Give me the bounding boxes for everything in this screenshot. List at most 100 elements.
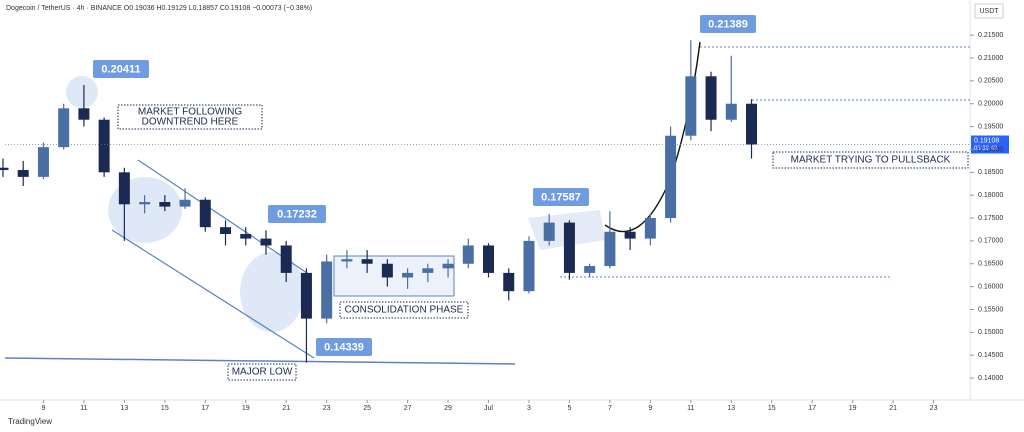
x-tick-label: 11 xyxy=(687,405,694,412)
candle-body xyxy=(280,245,292,273)
note-text: MAJOR LOW xyxy=(232,367,293,378)
candle-body xyxy=(563,222,575,273)
candle-body xyxy=(644,218,656,239)
candle-body xyxy=(139,202,151,205)
y-tick-label: 0.16000 xyxy=(978,283,1003,290)
y-tick-label: 0.15500 xyxy=(978,306,1003,313)
note-text: MARKET FOLLOWING xyxy=(138,107,242,118)
y-tick-label: 0.17000 xyxy=(978,238,1003,245)
candle-body xyxy=(705,76,717,120)
candle-body xyxy=(665,135,677,219)
x-tick-label: 3 xyxy=(527,405,531,412)
x-tick-label: 9 xyxy=(648,405,652,412)
x-tick-label: 23 xyxy=(930,405,938,412)
candle-body xyxy=(159,202,171,207)
y-tick-label: 0.15000 xyxy=(978,329,1003,336)
candle-body xyxy=(402,272,414,278)
candle-body xyxy=(321,261,333,319)
y-tick-label: 0.18000 xyxy=(978,192,1003,199)
countdown: 03:39:49 xyxy=(974,146,998,152)
x-tick-label: 13 xyxy=(727,405,735,412)
callout-label: 0.14339 xyxy=(324,341,364,353)
candle-body xyxy=(179,199,191,207)
y-tick-label: 0.19000 xyxy=(978,146,1003,153)
x-tick-label: 15 xyxy=(161,405,169,412)
candle-body xyxy=(199,199,211,228)
channel-line xyxy=(111,229,315,359)
x-tick-label: 23 xyxy=(323,405,331,412)
range-box xyxy=(333,255,455,297)
x-tick-label: 7 xyxy=(608,405,612,412)
note-text: CONSOLIDATION PHASE xyxy=(345,305,464,316)
candle-body xyxy=(341,259,353,262)
candle-body xyxy=(604,231,616,267)
x-tick-label: 15 xyxy=(768,405,776,412)
x-tick-label: 17 xyxy=(201,405,209,412)
callout-label: 0.17587 xyxy=(541,191,581,203)
y-tick-label: 0.16500 xyxy=(978,261,1003,268)
callout-box xyxy=(268,205,326,223)
y-tick-label: 0.14500 xyxy=(978,352,1003,359)
highlight xyxy=(66,76,98,108)
candle-body xyxy=(543,222,555,241)
note-box xyxy=(117,104,263,130)
candle-body xyxy=(685,76,697,136)
candle-body xyxy=(624,231,636,239)
candle-body xyxy=(118,172,130,205)
currency: USDT xyxy=(979,8,999,15)
x-tick-label: 21 xyxy=(889,405,897,412)
note-box xyxy=(339,301,469,319)
candle-body xyxy=(220,227,232,235)
x-tick-label: 29 xyxy=(444,405,452,412)
candle-body xyxy=(483,245,495,273)
candle-body xyxy=(0,167,9,171)
x-tick-label: 19 xyxy=(242,405,250,412)
candle-body xyxy=(98,119,110,173)
candle-body xyxy=(584,266,596,273)
callout-label: 0.17232 xyxy=(277,208,317,220)
note-box xyxy=(227,363,297,381)
candle-body xyxy=(381,263,393,278)
candle-body xyxy=(240,234,252,239)
candle-body xyxy=(361,259,373,264)
x-tick-label: 11 xyxy=(80,405,87,412)
x-tick-label: 21 xyxy=(282,405,290,412)
currency-box xyxy=(974,3,1004,19)
candle-body xyxy=(300,272,312,319)
callout-label: 0.20411 xyxy=(101,63,140,75)
candle-body xyxy=(260,238,272,246)
candle-body xyxy=(422,268,434,273)
header: Dogecoin / TetherUS · 4h · BINANCE O0.19… xyxy=(6,5,312,12)
y-tick-label: 0.20500 xyxy=(978,78,1003,85)
x-tick-label: 19 xyxy=(849,405,857,412)
x-tick-label: 17 xyxy=(808,405,816,412)
y-tick-label: 0.19500 xyxy=(978,123,1003,130)
candle-body xyxy=(503,272,515,292)
candle-body xyxy=(746,103,758,145)
callout-box xyxy=(533,188,589,206)
x-tick-label: 25 xyxy=(363,405,371,412)
y-tick-label: 0.21000 xyxy=(978,55,1003,62)
x-tick-label: 5 xyxy=(567,405,571,412)
callout-label: 0.21389 xyxy=(708,18,748,30)
y-tick-label: 0.17500 xyxy=(978,215,1003,222)
callout-box xyxy=(700,15,756,33)
y-tick-label: 0.14000 xyxy=(978,375,1003,382)
note-box xyxy=(772,151,969,169)
candle-body xyxy=(78,108,90,120)
last-price-tag xyxy=(971,135,1009,154)
candle-body xyxy=(58,108,70,148)
x-tick-label: Jul xyxy=(484,405,493,412)
y-tick-label: 0.21500 xyxy=(978,32,1003,39)
note-text: DOWNTREND HERE xyxy=(142,117,239,128)
y-tick-label: 0.18500 xyxy=(978,169,1003,176)
candle-body xyxy=(442,263,454,269)
candle-body xyxy=(462,245,474,264)
y-tick-label: 0.20000 xyxy=(978,101,1003,108)
candle-body xyxy=(523,240,535,292)
x-tick-label: 13 xyxy=(120,405,128,412)
note-text: MARKET TRYING TO PULLSBACK xyxy=(791,155,951,166)
callout-box xyxy=(316,338,372,356)
support-line xyxy=(4,357,516,365)
